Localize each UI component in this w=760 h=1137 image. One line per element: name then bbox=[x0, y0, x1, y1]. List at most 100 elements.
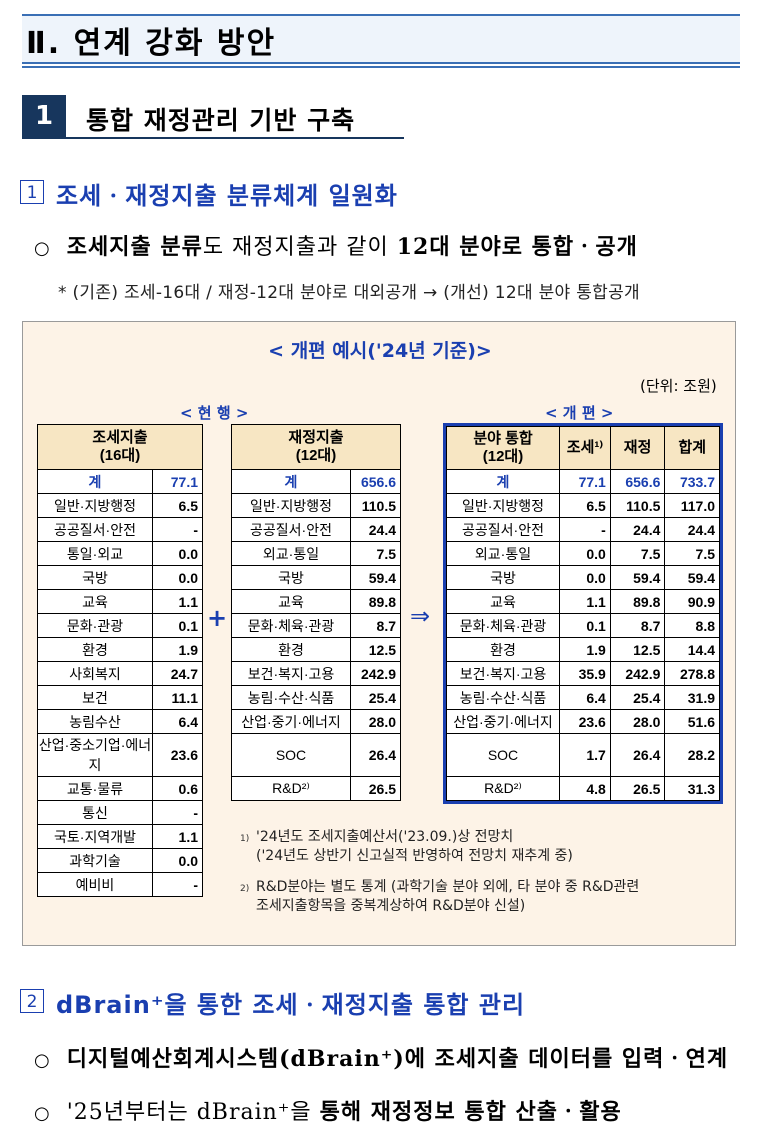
row-label: 일반·지방행정 bbox=[446, 493, 560, 518]
table-row: 교육 1.1 89.8 90.9 bbox=[446, 589, 720, 614]
table-row: 일반·지방행정 6.5 110.5 117.0 bbox=[446, 493, 720, 518]
subsection-title: dBrain⁺을 통한 조세ㆍ재정지출 통합 관리 bbox=[56, 991, 526, 1019]
row-label: 산업·중기·에너지 bbox=[231, 709, 351, 734]
row-value: 110.5 bbox=[350, 493, 401, 518]
row-label: 통신 bbox=[37, 800, 153, 825]
plus-sign: + bbox=[207, 604, 228, 632]
footnote-line: '24년도 조세지출예산서('23.09.)상 전망치 bbox=[256, 829, 514, 845]
subsection-title: 조세ㆍ재정지출 분류체계 일원화 bbox=[56, 182, 398, 210]
row-value: 26.5 bbox=[609, 776, 666, 801]
row-label: 농림·수산·식품 bbox=[231, 685, 351, 710]
table-header: 재정 bbox=[609, 426, 666, 470]
table-row: 예비비 - bbox=[37, 872, 203, 897]
subsection-number-box: 2 bbox=[20, 989, 44, 1013]
table-row: 공공질서·안전 -24.4 24.4 bbox=[446, 517, 720, 542]
footnote-line: ('24년도 상반기 신고실적 반영하여 전망치 재추계 중) bbox=[256, 848, 573, 864]
row-label: SOC bbox=[446, 733, 560, 777]
total-value: 733.7 bbox=[664, 469, 720, 494]
row-label: 보건·복지·고용 bbox=[446, 661, 560, 686]
row-label: 환경 bbox=[37, 637, 153, 662]
bullet-circle-icon: ○ bbox=[34, 238, 51, 259]
row-value: 6.4 bbox=[152, 709, 203, 734]
table-row: 공공질서·안전 - bbox=[37, 517, 203, 542]
row-label: 문화·체육·관광 bbox=[231, 613, 351, 638]
tax-expenditure-table: 조세지출 (16대) 계 77.1 일반·지방행정 6.5 공공질서·안전 - 통일·외교 0.… bbox=[37, 424, 203, 897]
bullet-bold-text: 조세지출 분류 bbox=[66, 234, 203, 260]
row-value: 0.0 bbox=[559, 541, 611, 566]
total-value: 77.1 bbox=[559, 469, 611, 494]
row-value: 24.7 bbox=[152, 661, 203, 686]
row-value: 90.9 bbox=[664, 589, 720, 614]
row-label: 일반·지방행정 bbox=[37, 493, 153, 518]
row-label: 국방 bbox=[231, 565, 351, 590]
table-header: 조세¹⁾ bbox=[559, 426, 611, 470]
row-label: 외교·통일 bbox=[446, 541, 560, 566]
row-value: 1.7 bbox=[559, 733, 611, 777]
row-value: 59.4 bbox=[609, 565, 666, 590]
bullet-bold-text: 디지털예산회계시스템(dBrain⁺)에 bbox=[66, 1046, 435, 1072]
table-row: 외교·통일 7.5 bbox=[231, 541, 401, 566]
footnote-line: R&D분야는 별도 통계 (과학기술 분야 외에, 타 분야 중 R&D관련 bbox=[256, 879, 640, 895]
table-row: 농림·수산·식품 25.4 bbox=[231, 685, 401, 710]
table-row: 과학기술 0.0 bbox=[37, 848, 203, 873]
bullet-item: ○ 디지털예산회계시스템(dBrain⁺)에 조세지출 데이터를 입력ㆍ연계 bbox=[34, 1041, 728, 1073]
row-value: 110.5 bbox=[609, 493, 666, 518]
section-number: 1 bbox=[22, 95, 66, 137]
row-value: 4.8 bbox=[559, 776, 611, 801]
row-value: 6.5 bbox=[559, 493, 611, 518]
row-value: 26.4 bbox=[350, 733, 401, 777]
row-value: 31.9 bbox=[664, 685, 720, 710]
row-value: 24.4 bbox=[664, 517, 720, 542]
row-label: 농림·수산·식품 bbox=[446, 685, 560, 710]
row-label: 문화·체육·관광 bbox=[446, 613, 560, 638]
row-value: 11.1 bbox=[152, 685, 203, 710]
table-row: 국토·지역개발 1.1 bbox=[37, 824, 203, 849]
table-header: 분야 통합 (12대) bbox=[446, 426, 560, 470]
table-row: 국방 59.4 bbox=[231, 565, 401, 590]
row-value: 25.4 bbox=[350, 685, 401, 710]
row-value: 1.1 bbox=[152, 824, 203, 849]
row-label: 공공질서·안전 bbox=[37, 517, 153, 542]
row-value: 0.0 bbox=[152, 565, 203, 590]
row-value: 0.1 bbox=[559, 613, 611, 638]
table-row: 산업·중기·에너지 23.6 28.0 51.6 bbox=[446, 709, 720, 734]
row-label: 산업·중기·에너지 bbox=[446, 709, 560, 734]
row-label: 사회복지 bbox=[37, 661, 153, 686]
revised-label: < 개 편 > bbox=[545, 404, 614, 422]
row-value: 0.0 bbox=[152, 848, 203, 873]
section-title: 통합 재정관리 기반 구축 bbox=[86, 106, 356, 135]
row-label: 환경 bbox=[446, 637, 560, 662]
table-row: 보건 11.1 bbox=[37, 685, 203, 710]
right-arrow-icon: ⇒ bbox=[410, 602, 431, 630]
integrated-table: 분야 통합 (12대) 조세¹⁾ 재정 합계 계 77.1 656.6 733.7 일반·지방행… bbox=[443, 423, 723, 804]
unit-label: (단위: 조원) bbox=[640, 377, 717, 395]
row-value: 26.4 bbox=[609, 733, 666, 777]
table-row: 환경 12.5 bbox=[231, 637, 401, 662]
table-row: 보건·복지·고용 242.9 bbox=[231, 661, 401, 686]
table-row: 국방 0.0 bbox=[37, 565, 203, 590]
row-label: 교육 bbox=[231, 589, 351, 614]
row-label: 통일·외교 bbox=[37, 541, 153, 566]
row-value: 23.6 bbox=[152, 733, 203, 777]
table-row: 환경 1.9 bbox=[37, 637, 203, 662]
row-value: 23.6 bbox=[559, 709, 611, 734]
table-row: R&D²⁾ 4.8 26.5 31.3 bbox=[446, 776, 720, 801]
row-label: 교통·물류 bbox=[37, 776, 153, 801]
row-label: 교육 bbox=[37, 589, 153, 614]
row-value: 7.5 bbox=[350, 541, 401, 566]
row-value: - bbox=[152, 800, 203, 825]
row-label: 보건 bbox=[37, 685, 153, 710]
row-label: 환경 bbox=[231, 637, 351, 662]
subsection-number-box: 1 bbox=[20, 180, 44, 204]
row-label: 교육 bbox=[446, 589, 560, 614]
row-value: 0.6 bbox=[152, 776, 203, 801]
footnote-mark: 2) bbox=[240, 884, 250, 894]
table-header: 조세지출 (16대) bbox=[37, 424, 203, 470]
row-label: 공공질서·안전 bbox=[231, 517, 351, 542]
total-label: 계 bbox=[37, 469, 153, 494]
table-row: 외교·통일 0.0 7.5 7.5 bbox=[446, 541, 720, 566]
row-value: 26.5 bbox=[350, 776, 401, 801]
footnote-text: R&D분야는 별도 통계 (과학기술 분야 외에, 타 분야 중 R&D관련 조… bbox=[256, 878, 726, 916]
bullet-item: ○ '25년부터는 dBrain⁺을 통해 재정정보 통합 산출ㆍ활용 bbox=[34, 1094, 622, 1126]
row-value: 28.2 bbox=[664, 733, 720, 777]
